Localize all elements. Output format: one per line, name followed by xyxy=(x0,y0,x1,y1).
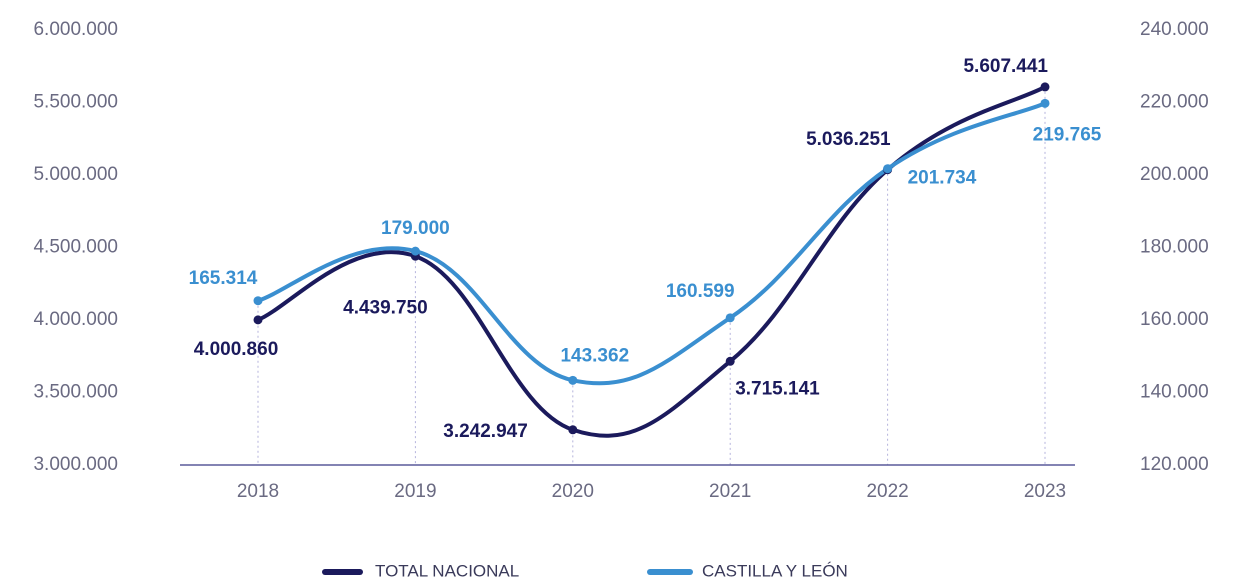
point xyxy=(568,425,578,435)
y-tick-label: 3.500.000 xyxy=(33,382,118,403)
data-label: 179.000 xyxy=(381,218,450,239)
y-tick-label: 5.500.000 xyxy=(33,92,118,113)
data-label: 143.362 xyxy=(560,345,629,366)
x-tick-label: 2020 xyxy=(552,481,594,502)
series-line xyxy=(256,84,1047,438)
y-tick-label: 3.000.000 xyxy=(33,454,118,475)
point xyxy=(410,246,420,256)
data-label: 4.439.750 xyxy=(343,297,428,318)
data-label: 165.314 xyxy=(189,268,258,289)
x-tick-label: 2023 xyxy=(1024,481,1066,502)
y2-tick-label: 140.000 xyxy=(1140,382,1209,403)
data-label: 5.607.441 xyxy=(963,56,1048,77)
x-tick-label: 2021 xyxy=(709,481,751,502)
data-label: 201.734 xyxy=(908,168,977,189)
y2-tick-label: 240.000 xyxy=(1140,19,1209,40)
y2-tick-label: 200.000 xyxy=(1140,164,1209,185)
y2-tick-label: 220.000 xyxy=(1140,92,1209,113)
y2-tick-label: 180.000 xyxy=(1140,237,1209,258)
point xyxy=(725,313,735,323)
legend-label: CASTILLA Y LEÓN xyxy=(702,561,848,580)
point xyxy=(883,164,893,174)
legend-label: TOTAL NACIONAL xyxy=(375,561,519,580)
point xyxy=(568,375,578,385)
point xyxy=(253,296,263,306)
data-label: 3.242.947 xyxy=(443,421,528,442)
data-label: 219.765 xyxy=(1033,124,1102,145)
data-label: 4.000.860 xyxy=(194,339,279,360)
x-tick-label: 2022 xyxy=(866,481,908,502)
point xyxy=(725,356,735,366)
y-tick-label: 6.000.000 xyxy=(33,19,118,40)
x-tick-label: 2018 xyxy=(237,481,279,502)
point xyxy=(1040,82,1050,92)
y-tick-label: 4.500.000 xyxy=(33,237,118,258)
y2-tick-label: 160.000 xyxy=(1140,309,1209,330)
series-line xyxy=(256,101,1047,386)
point xyxy=(253,315,263,325)
point xyxy=(1040,98,1050,108)
y-tick-label: 5.000.000 xyxy=(33,164,118,185)
y-tick-label: 4.000.000 xyxy=(33,309,118,330)
x-tick-label: 2019 xyxy=(394,481,436,502)
data-label: 5.036.251 xyxy=(806,129,891,150)
y2-tick-label: 120.000 xyxy=(1140,454,1209,475)
data-label: 3.715.141 xyxy=(735,378,820,399)
data-label: 160.599 xyxy=(666,281,735,302)
